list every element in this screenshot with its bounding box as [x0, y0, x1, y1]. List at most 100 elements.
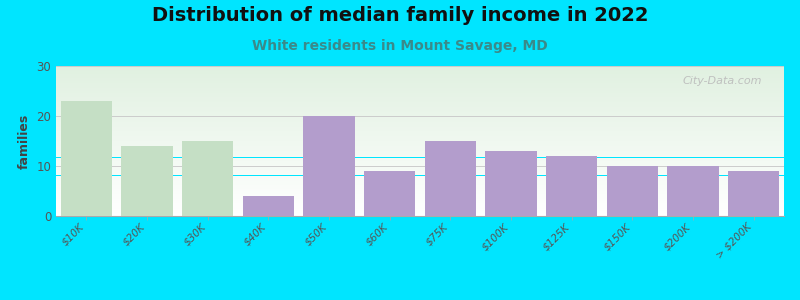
Bar	[56, 152, 784, 153]
Bar	[56, 211, 784, 212]
Bar	[56, 121, 784, 122]
Bar	[56, 201, 784, 202]
Bar	[56, 192, 784, 193]
Bar	[56, 183, 784, 184]
Bar	[56, 159, 784, 160]
Bar	[56, 99, 784, 100]
Bar	[56, 131, 784, 132]
Bar	[56, 143, 784, 144]
Bar	[56, 119, 784, 120]
Bar	[56, 207, 784, 208]
Bar	[56, 84, 784, 85]
Bar	[56, 155, 784, 156]
Bar	[56, 114, 784, 115]
Bar	[56, 202, 784, 203]
Bar	[56, 80, 784, 81]
Bar	[56, 122, 784, 123]
Bar	[56, 167, 784, 168]
Bar	[56, 208, 784, 209]
Bar	[56, 127, 784, 128]
Bar	[56, 215, 784, 216]
Bar	[56, 120, 784, 121]
Bar	[56, 139, 784, 140]
Bar	[56, 175, 784, 176]
Bar	[56, 92, 784, 93]
Bar	[56, 195, 784, 196]
Bar	[56, 189, 784, 190]
Bar	[56, 206, 784, 207]
Bar	[56, 104, 784, 105]
Bar	[56, 126, 784, 127]
Bar	[56, 147, 784, 148]
Bar	[56, 81, 784, 82]
Bar	[56, 164, 784, 165]
Bar	[56, 89, 784, 90]
Bar	[56, 176, 784, 177]
Bar	[56, 101, 784, 102]
Bar	[56, 150, 784, 151]
Bar	[56, 68, 784, 69]
Text: Distribution of median family income in 2022: Distribution of median family income in …	[152, 6, 648, 25]
Bar	[56, 172, 784, 173]
Bar	[56, 194, 784, 195]
Bar	[56, 124, 784, 125]
Bar	[56, 108, 784, 109]
Bar	[56, 86, 784, 87]
Bar	[486, 151, 537, 216]
Bar	[56, 102, 784, 103]
Bar	[56, 118, 784, 119]
Bar	[56, 135, 784, 136]
Bar	[56, 74, 784, 75]
Bar	[56, 134, 784, 135]
Bar	[606, 166, 658, 216]
Bar	[56, 103, 784, 104]
Bar	[56, 162, 784, 163]
Bar	[56, 87, 784, 88]
Bar	[56, 198, 784, 199]
Bar	[56, 82, 784, 83]
Bar	[56, 186, 784, 187]
Bar	[56, 171, 784, 172]
Bar	[56, 169, 784, 170]
Bar	[56, 178, 784, 179]
Bar	[56, 115, 784, 116]
Bar	[56, 193, 784, 194]
Bar	[56, 140, 784, 141]
Bar	[56, 168, 784, 169]
Bar	[56, 205, 784, 206]
Bar	[56, 69, 784, 70]
Bar	[56, 190, 784, 191]
Bar	[56, 95, 784, 96]
Bar	[56, 100, 784, 101]
Bar	[56, 110, 784, 111]
Bar	[56, 188, 784, 189]
Bar	[56, 179, 784, 180]
Bar	[56, 157, 784, 158]
Bar	[56, 109, 784, 110]
Bar	[56, 209, 784, 210]
Bar	[56, 166, 784, 167]
Bar	[56, 182, 784, 183]
Bar	[56, 141, 784, 142]
Bar	[56, 156, 784, 157]
Bar	[56, 73, 784, 74]
Bar	[56, 158, 784, 159]
Bar	[56, 71, 784, 72]
Bar	[56, 174, 784, 175]
Bar	[56, 82, 784, 83]
Bar	[56, 185, 784, 186]
Bar	[56, 75, 784, 76]
Bar	[56, 203, 784, 204]
Bar	[56, 187, 784, 188]
Bar	[61, 101, 112, 216]
Bar	[56, 214, 784, 215]
Bar	[56, 85, 784, 86]
Bar	[56, 116, 784, 117]
Bar	[56, 199, 784, 200]
Bar	[56, 212, 784, 213]
Bar	[303, 116, 354, 216]
Bar	[56, 144, 784, 145]
Bar	[56, 154, 784, 155]
Bar	[56, 210, 784, 211]
Bar	[56, 83, 784, 84]
